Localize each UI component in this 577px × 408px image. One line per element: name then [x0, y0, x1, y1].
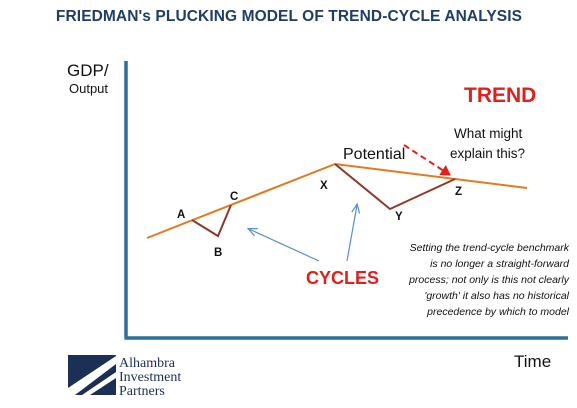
point-label-x: X: [320, 180, 328, 192]
question-line-2: explain this?: [450, 146, 525, 161]
note-line-1: Setting the trend-cycle benchmark: [410, 242, 570, 254]
cycle-arrow-right: [346, 205, 357, 262]
logo-text-line-3: Partners: [119, 384, 165, 399]
point-label-b: B: [214, 247, 222, 259]
question-line-1: What might: [454, 126, 523, 141]
note-line-5: precedence by which to model: [426, 306, 569, 318]
page-title: FRIEDMAN's PLUCKING MODEL OF TREND-CYCLE…: [56, 8, 522, 25]
potential-label: Potential: [343, 146, 405, 163]
note-line-2: is no longer a straight-forward: [430, 258, 570, 270]
point-label-z: Z: [455, 186, 462, 198]
x-axis-label: Time: [514, 352, 551, 371]
point-label-c: C: [230, 191, 238, 203]
cycle-arrow-left: [249, 229, 320, 262]
point-label-a: A: [177, 209, 185, 221]
logo-text-line-2: Investment: [119, 370, 181, 385]
y-axis-label-output: Output: [69, 81, 108, 96]
cycle-dip-abc: [191, 204, 232, 238]
y-axis-label-gdp: GDP/: [67, 61, 109, 80]
cycle-dip-xyz: [334, 163, 456, 211]
note-line-3: process; not only is this not clearly: [408, 274, 570, 286]
trend-label: TREND: [464, 84, 536, 107]
note-line-4: 'growth' it also has no historical: [424, 290, 569, 302]
alhambra-logo: Alhambra Investment Partners: [68, 355, 181, 399]
logo-text-line-1: Alhambra: [119, 356, 176, 371]
cycles-label: CYCLES: [306, 268, 379, 288]
dashed-red-arrow: [403, 144, 451, 176]
point-label-y: Y: [395, 211, 403, 223]
